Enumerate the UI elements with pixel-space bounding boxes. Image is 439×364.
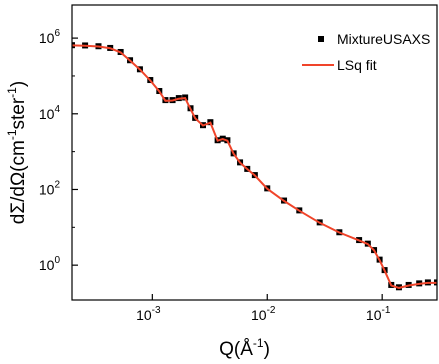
tick-exponent: 6 bbox=[54, 28, 60, 39]
y-label-part: dΣ/dΩ(cm bbox=[8, 140, 29, 224]
tick-label: 104 bbox=[39, 104, 61, 122]
tick-exponent: 0 bbox=[54, 255, 60, 266]
tick-label: 10-2 bbox=[251, 305, 276, 323]
legend-marker bbox=[318, 36, 324, 42]
tick-label: 102 bbox=[39, 179, 61, 197]
tick-exponent: 2 bbox=[54, 179, 60, 190]
y-label-part: -1 bbox=[5, 87, 19, 98]
legend-label: MixtureUSAXS bbox=[337, 31, 430, 47]
legend-label: LSq fit bbox=[337, 57, 377, 73]
y-label-part: -1 bbox=[5, 129, 19, 140]
tick-base: 10 bbox=[39, 30, 55, 46]
tick-label: 10-1 bbox=[366, 305, 391, 323]
x-label-part: Q(Å bbox=[219, 339, 253, 360]
y-axis-label: dΣ/dΩ(cm-1ster-1) bbox=[5, 81, 29, 224]
plot-area bbox=[72, 42, 437, 291]
plot-frame bbox=[71, 4, 438, 301]
x-label-part: -1 bbox=[253, 336, 264, 350]
x-label-part: ) bbox=[264, 339, 270, 360]
y-label-part: ) bbox=[8, 81, 29, 87]
tick-exponent: -2 bbox=[267, 305, 276, 316]
tick-base: 10 bbox=[366, 307, 382, 323]
tick-base: 10 bbox=[39, 257, 55, 273]
y-label-part: ster bbox=[8, 97, 29, 129]
tick-label: 100 bbox=[39, 255, 61, 273]
tick-exponent: -3 bbox=[152, 305, 161, 316]
fit-line bbox=[72, 44, 437, 289]
tick-label: 10-3 bbox=[136, 305, 161, 323]
tick-base: 10 bbox=[39, 181, 55, 197]
tick-base: 10 bbox=[251, 307, 267, 323]
tick-base: 10 bbox=[136, 307, 152, 323]
x-axis-label: Q(Å-1) bbox=[219, 336, 270, 360]
tick-exponent: 4 bbox=[54, 104, 60, 115]
tick-base: 10 bbox=[39, 106, 55, 122]
tick-exponent: -1 bbox=[382, 305, 391, 316]
tick-label: 106 bbox=[39, 28, 61, 46]
